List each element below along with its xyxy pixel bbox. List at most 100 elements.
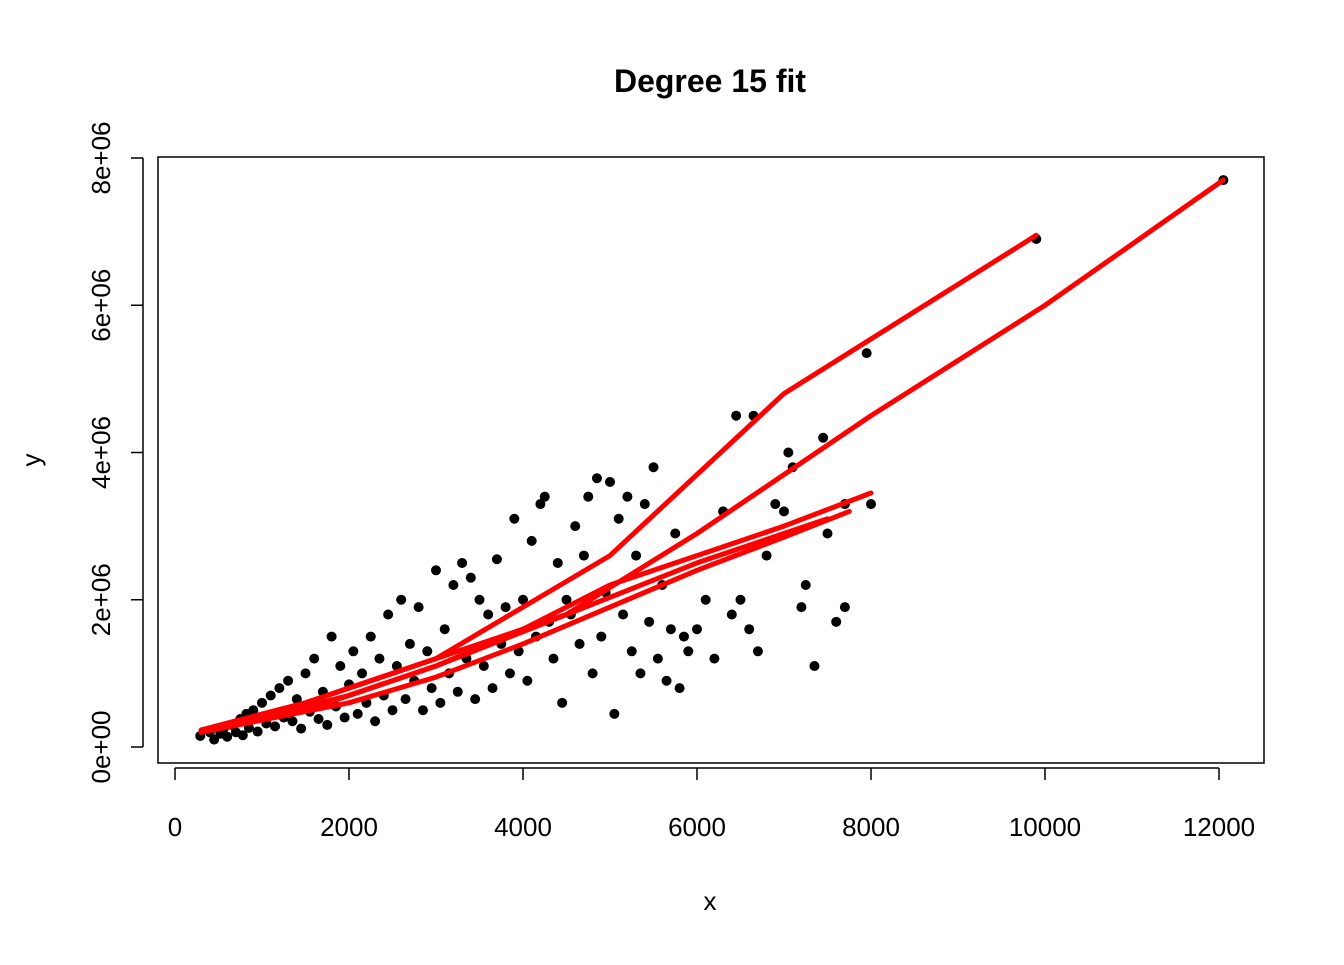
- data-point: [487, 683, 498, 694]
- data-point: [387, 705, 398, 716]
- y-tick-label: 0e+00: [86, 710, 116, 783]
- data-point: [500, 602, 511, 613]
- data-point: [357, 668, 368, 679]
- data-point: [413, 602, 424, 613]
- data-point: [609, 708, 620, 719]
- data-point: [435, 697, 446, 708]
- fit-line: [198, 516, 830, 734]
- data-point: [678, 631, 689, 642]
- data-point: [796, 602, 807, 613]
- data-point: [735, 594, 746, 605]
- data-point: [861, 348, 872, 359]
- data-point: [779, 506, 789, 517]
- x-tick-label: 12000: [1183, 812, 1255, 842]
- data-point: [539, 491, 550, 502]
- data-point: [674, 683, 685, 694]
- data-point: [839, 602, 850, 613]
- data-point: [257, 697, 267, 708]
- x-tick-label: 8000: [842, 812, 900, 842]
- data-point: [396, 594, 407, 605]
- data-point: [800, 580, 811, 591]
- y-tick-label: 8e+06: [86, 121, 116, 194]
- data-point: [470, 694, 481, 705]
- data-point: [322, 719, 333, 730]
- data-point: [287, 716, 298, 727]
- data-point: [761, 550, 772, 561]
- x-tick-label: 6000: [668, 812, 726, 842]
- data-point: [635, 668, 646, 679]
- data-point: [583, 491, 594, 502]
- data-point: [652, 653, 663, 664]
- x-tick-label: 10000: [1009, 812, 1081, 842]
- data-point: [300, 668, 311, 679]
- data-point: [270, 721, 281, 732]
- data-point: [783, 447, 794, 458]
- data-point: [578, 550, 589, 561]
- y-tick-label: 6e+06: [86, 269, 116, 342]
- x-tick-label: 2000: [320, 812, 378, 842]
- plot-box: [157, 156, 1265, 764]
- data-point: [548, 653, 559, 664]
- data-point: [352, 708, 363, 719]
- data-point: [557, 697, 568, 708]
- x-axis: 0 2000 4000 6000 8000 10000 12000: [168, 767, 1255, 842]
- data-point: [404, 638, 415, 649]
- fit-line: [198, 508, 852, 735]
- data-point: [709, 653, 720, 664]
- data-point: [439, 624, 450, 635]
- data-point: [522, 675, 533, 686]
- data-point: [370, 716, 381, 727]
- data-point: [274, 683, 285, 694]
- data-point: [348, 646, 359, 657]
- data-point: [483, 609, 494, 620]
- data-point: [752, 646, 763, 657]
- data-point: [665, 624, 676, 635]
- data-point: [309, 653, 320, 664]
- data-point: [426, 683, 437, 694]
- data-point: [605, 476, 615, 487]
- data-point: [291, 694, 302, 705]
- data-point: [457, 557, 468, 568]
- y-axis: 0e+00 2e+06 4e+06 6e+06 8e+06: [86, 121, 144, 784]
- data-point: [339, 712, 350, 723]
- data-point: [596, 631, 607, 642]
- data-point: [866, 499, 876, 510]
- data-point: [561, 594, 572, 605]
- data-point: [692, 624, 702, 635]
- data-point: [365, 631, 376, 642]
- fit-lines-layer: [198, 177, 1226, 735]
- x-tick-label: 0: [168, 812, 182, 842]
- data-point: [670, 528, 681, 539]
- data-point: [683, 646, 694, 657]
- data-point: [587, 668, 598, 679]
- data-point: [265, 690, 276, 701]
- data-point: [818, 432, 829, 443]
- data-point: [491, 554, 502, 565]
- data-point: [417, 705, 428, 716]
- data-point: [552, 557, 563, 568]
- x-axis-label: x: [704, 886, 717, 916]
- data-point: [618, 609, 629, 620]
- data-point: [222, 731, 233, 742]
- data-point: [809, 661, 820, 672]
- data-point: [478, 661, 489, 672]
- y-axis-label: y: [16, 454, 46, 467]
- data-point: [509, 513, 520, 524]
- data-point: [431, 565, 441, 576]
- data-point: [237, 730, 248, 741]
- data-point: [644, 616, 655, 627]
- data-point: [639, 499, 650, 510]
- data-point: [296, 723, 307, 734]
- data-point: [770, 499, 781, 510]
- data-point: [726, 609, 737, 620]
- data-point: [700, 594, 711, 605]
- data-point: [448, 580, 459, 591]
- data-point: [613, 513, 624, 524]
- data-point: [731, 410, 742, 421]
- data-point: [526, 535, 537, 546]
- y-tick-label: 4e+06: [86, 416, 116, 489]
- data-point: [474, 594, 485, 605]
